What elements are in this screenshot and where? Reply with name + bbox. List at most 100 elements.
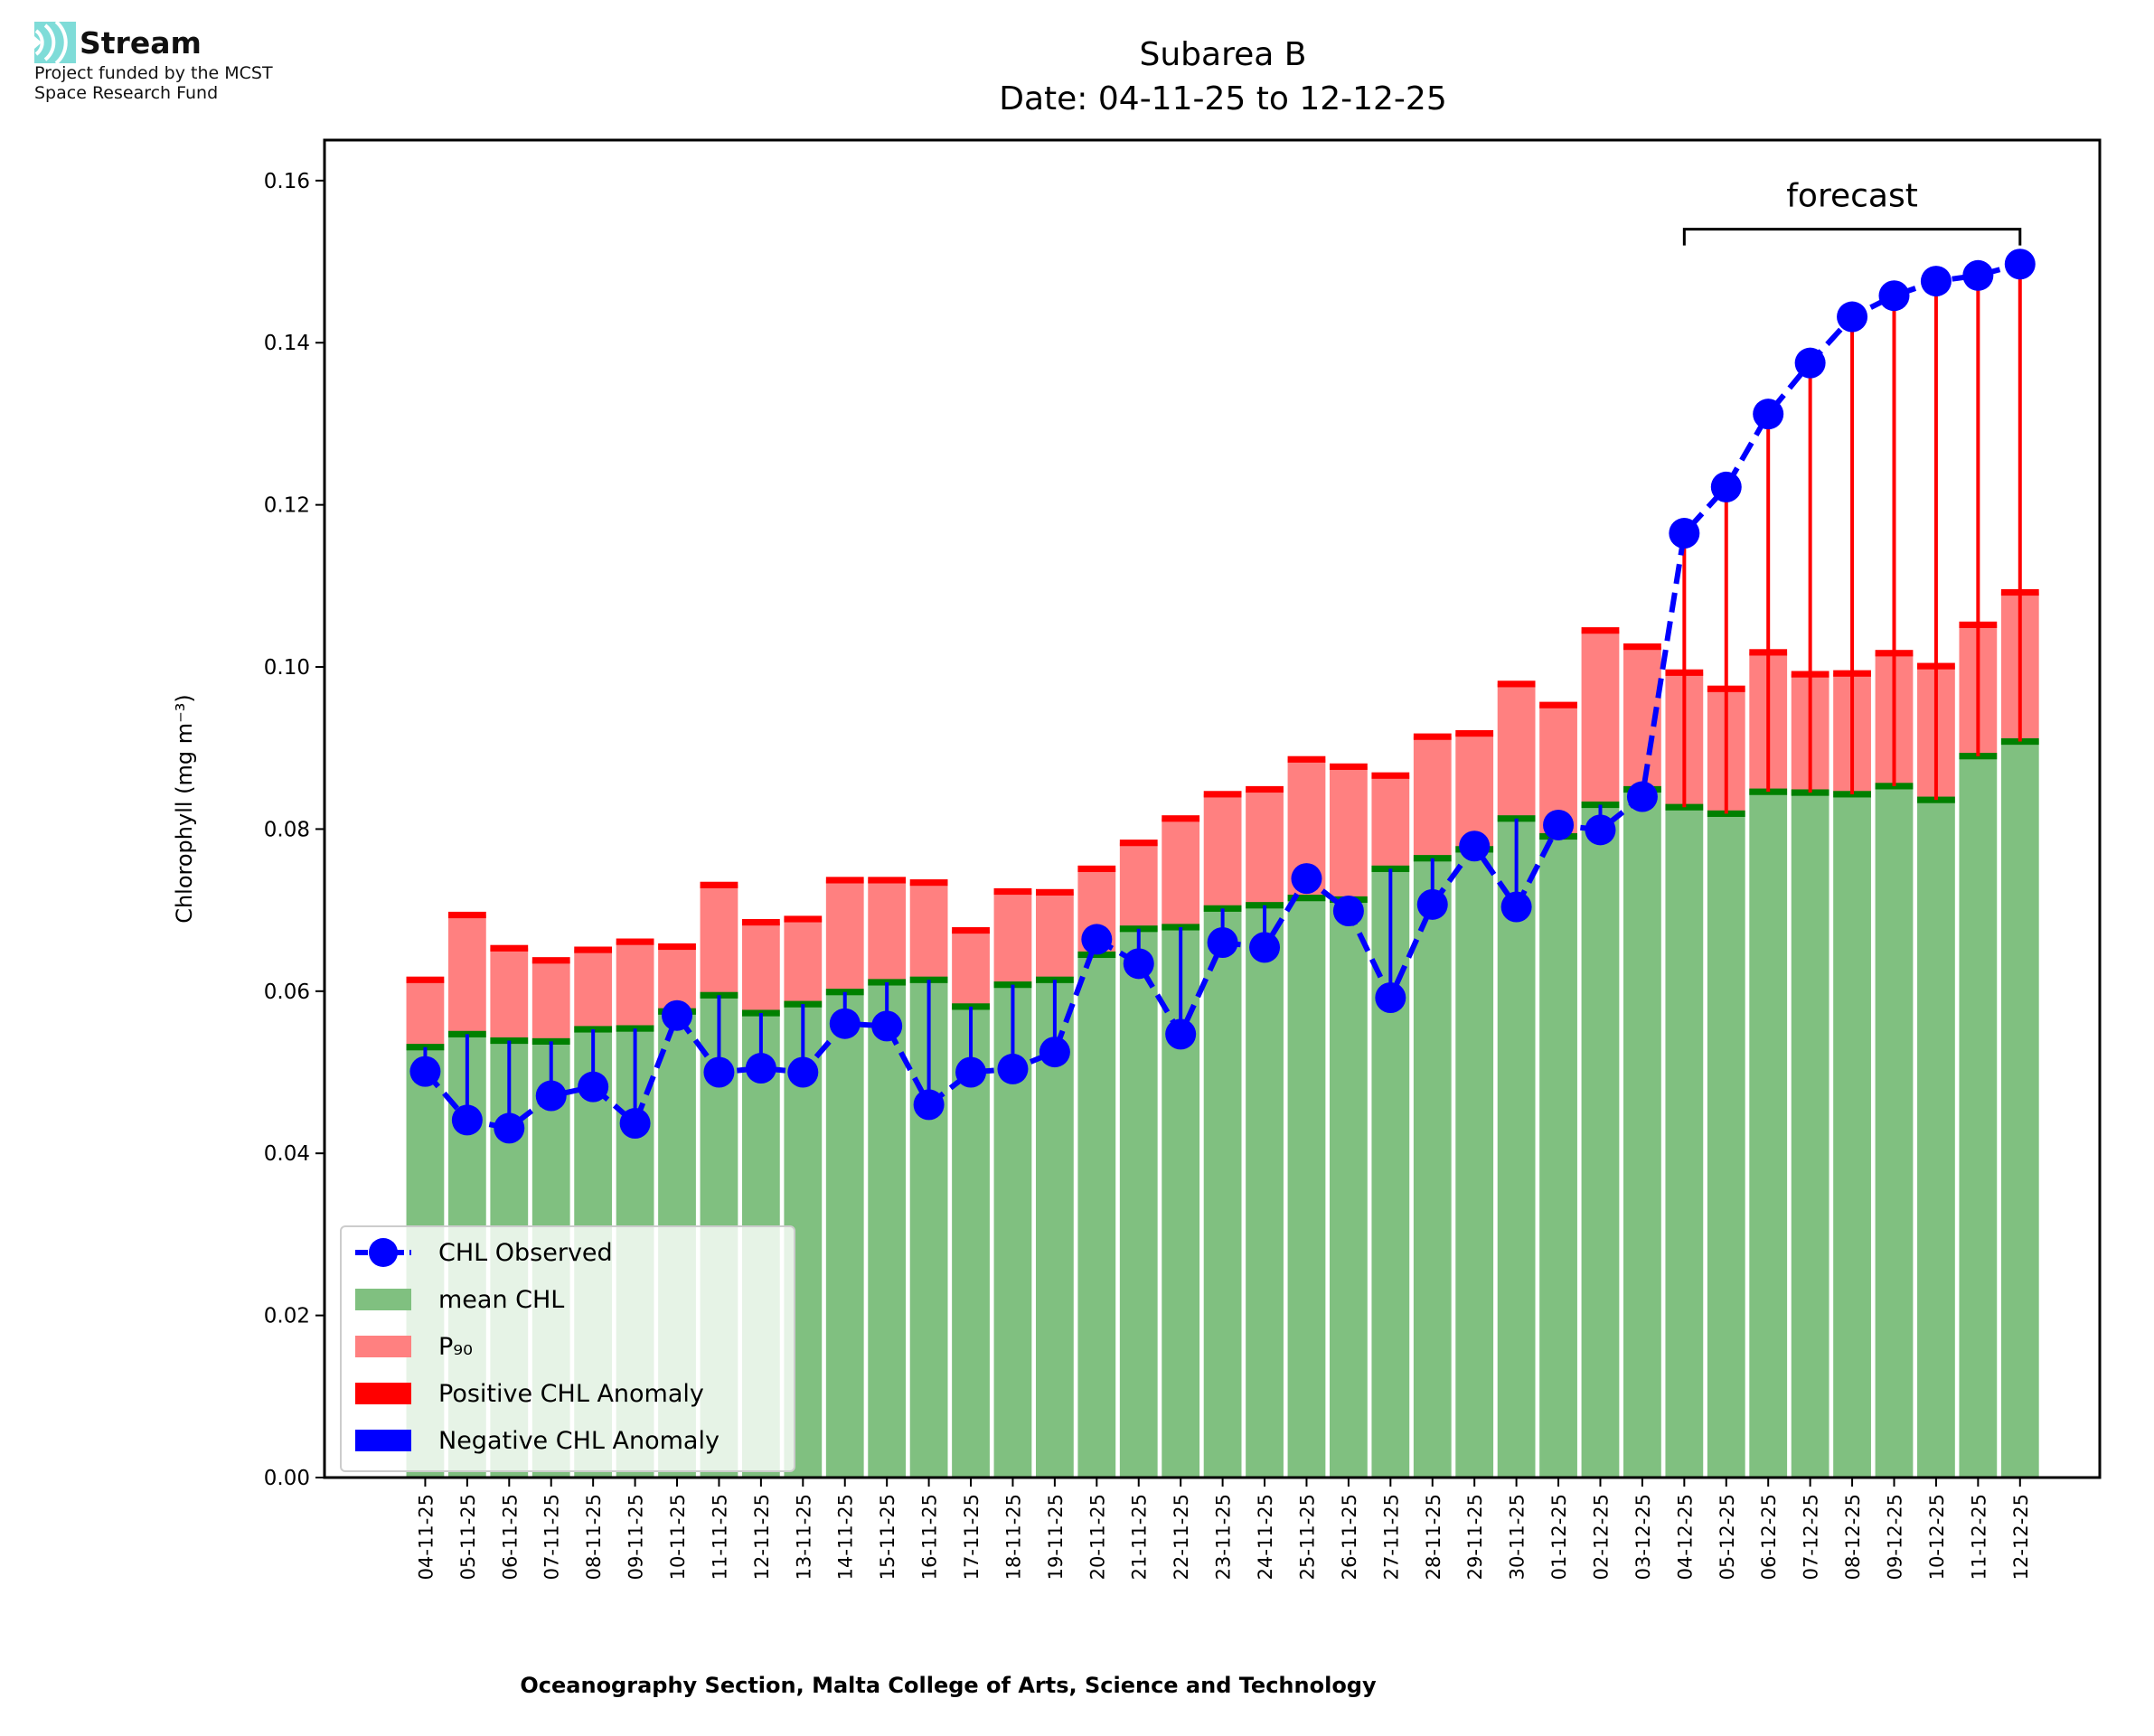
x-tick-label: 23-11-25 — [1213, 1494, 1235, 1580]
mean-bar — [1077, 954, 1116, 1478]
observed-point — [1500, 891, 1532, 923]
p90-bar — [952, 930, 990, 1007]
p90-bar — [741, 922, 780, 1014]
x-tick-label: 12-12-25 — [2010, 1494, 2032, 1580]
p90-marker — [1246, 785, 1284, 793]
p90-bar — [825, 879, 864, 992]
observed-point — [1585, 814, 1616, 846]
y-tick-label: 0.12 — [264, 494, 310, 518]
x-tick-label: 04-12-25 — [1674, 1494, 1696, 1580]
p90-marker — [1497, 680, 1536, 688]
x-tick-label: 27-11-25 — [1380, 1494, 1402, 1580]
legend-label: P₉₀ — [438, 1333, 473, 1361]
p90-bar — [1203, 793, 1242, 909]
mean-bar — [1413, 858, 1452, 1478]
observed-point — [1543, 809, 1575, 840]
mean-bar — [1833, 793, 1871, 1478]
mean-bar — [825, 991, 864, 1478]
p90-bar — [784, 918, 823, 1005]
x-tick-label: 08-11-25 — [583, 1494, 605, 1580]
mean-bar — [1330, 899, 1368, 1478]
plot-frame — [323, 138, 2102, 1479]
y-tick-label: 0.02 — [264, 1305, 310, 1328]
p90-marker — [531, 957, 570, 964]
p90-bar — [1035, 892, 1074, 981]
forecast-label: forecast — [1786, 178, 1918, 215]
logo-funding-line2: Space Research Fund — [34, 83, 219, 103]
mean-bar — [868, 981, 907, 1478]
observed-point — [1837, 301, 1868, 333]
p90-bar — [531, 960, 570, 1042]
mean-bar — [1875, 785, 1914, 1478]
legend-swatch-icon — [355, 1289, 411, 1310]
p90-bar — [700, 885, 738, 996]
legend-swatch-icon — [355, 1336, 411, 1357]
p90-marker — [1539, 701, 1577, 708]
p90-bar — [1497, 683, 1536, 819]
x-tick-label: 05-12-25 — [1717, 1494, 1738, 1580]
x-tick-label: 11-12-25 — [1968, 1494, 1989, 1580]
x-tick-label: 20-11-25 — [1086, 1494, 1108, 1580]
observed-point — [829, 1008, 861, 1039]
logo-name: Stream — [80, 24, 202, 61]
mean-bar — [1497, 818, 1536, 1478]
observed-point — [703, 1056, 735, 1088]
logo-funding-line1: Project funded by the MCST — [34, 63, 273, 83]
p90-marker — [1455, 729, 1494, 737]
x-tick-label: 11-11-25 — [709, 1494, 730, 1580]
p90-marker — [700, 881, 738, 888]
p90-marker — [952, 926, 990, 934]
p90-marker — [741, 918, 780, 926]
p90-marker — [1077, 865, 1116, 872]
x-tick-label: 09-11-25 — [626, 1494, 647, 1580]
p90-marker — [1203, 791, 1242, 798]
mean-bar — [1287, 897, 1326, 1478]
p90-marker — [1119, 840, 1158, 847]
x-tick-label: 13-11-25 — [793, 1494, 814, 1580]
y-tick-label: 0.10 — [264, 656, 310, 680]
observed-point — [535, 1080, 567, 1112]
p90-bar — [490, 948, 529, 1041]
p90-bar — [406, 980, 445, 1047]
x-tick-label: 24-11-25 — [1255, 1494, 1276, 1580]
observed-point — [1416, 888, 1448, 920]
p90-marker — [868, 877, 907, 884]
x-axis-label: Oceanography Section, Malta College of A… — [520, 1673, 1377, 1698]
p90-bar — [1455, 733, 1494, 849]
p90-bar — [909, 882, 948, 981]
p90-marker — [1330, 763, 1368, 770]
chart-title: Subarea B — [1140, 36, 1307, 73]
observed-point — [955, 1056, 987, 1088]
p90-bar — [1581, 630, 1620, 805]
observed-point — [1332, 896, 1364, 927]
x-tick-label: 22-11-25 — [1171, 1494, 1192, 1580]
mean-marker — [1287, 895, 1326, 902]
mean-bar — [1119, 928, 1158, 1478]
observed-point — [1207, 927, 1238, 958]
x-tick-label: 14-11-25 — [835, 1494, 857, 1580]
p90-marker — [490, 944, 529, 952]
mean-marker — [1077, 951, 1116, 959]
x-tick-label: 17-11-25 — [961, 1494, 983, 1580]
observed-point — [1165, 1018, 1197, 1050]
p90-bar — [868, 879, 907, 982]
y-tick-label: 0.06 — [264, 981, 310, 1004]
p90-marker — [825, 877, 864, 884]
observed-point — [1626, 781, 1658, 812]
observed-point — [451, 1104, 483, 1136]
x-tick-label: 25-11-25 — [1296, 1494, 1318, 1580]
mean-bar — [1246, 905, 1284, 1478]
y-axis-label: Chlorophyll (mg m⁻³) — [172, 694, 197, 924]
chart-subtitle: Date: 04-11-25 to 12-12-25 — [999, 80, 1446, 117]
observed-point — [1081, 924, 1113, 955]
legend-label: Positive CHL Anomaly — [438, 1380, 704, 1408]
x-tick-label: 12-11-25 — [751, 1494, 773, 1580]
p90-marker — [993, 887, 1032, 896]
p90-marker — [574, 946, 613, 953]
legend-label: Negative CHL Anomaly — [438, 1427, 720, 1455]
p90-bar — [616, 942, 654, 1029]
mean-bar — [1959, 755, 1998, 1478]
observed-point — [1753, 399, 1784, 430]
p90-bar — [1162, 818, 1200, 927]
p90-bar — [1119, 842, 1158, 929]
